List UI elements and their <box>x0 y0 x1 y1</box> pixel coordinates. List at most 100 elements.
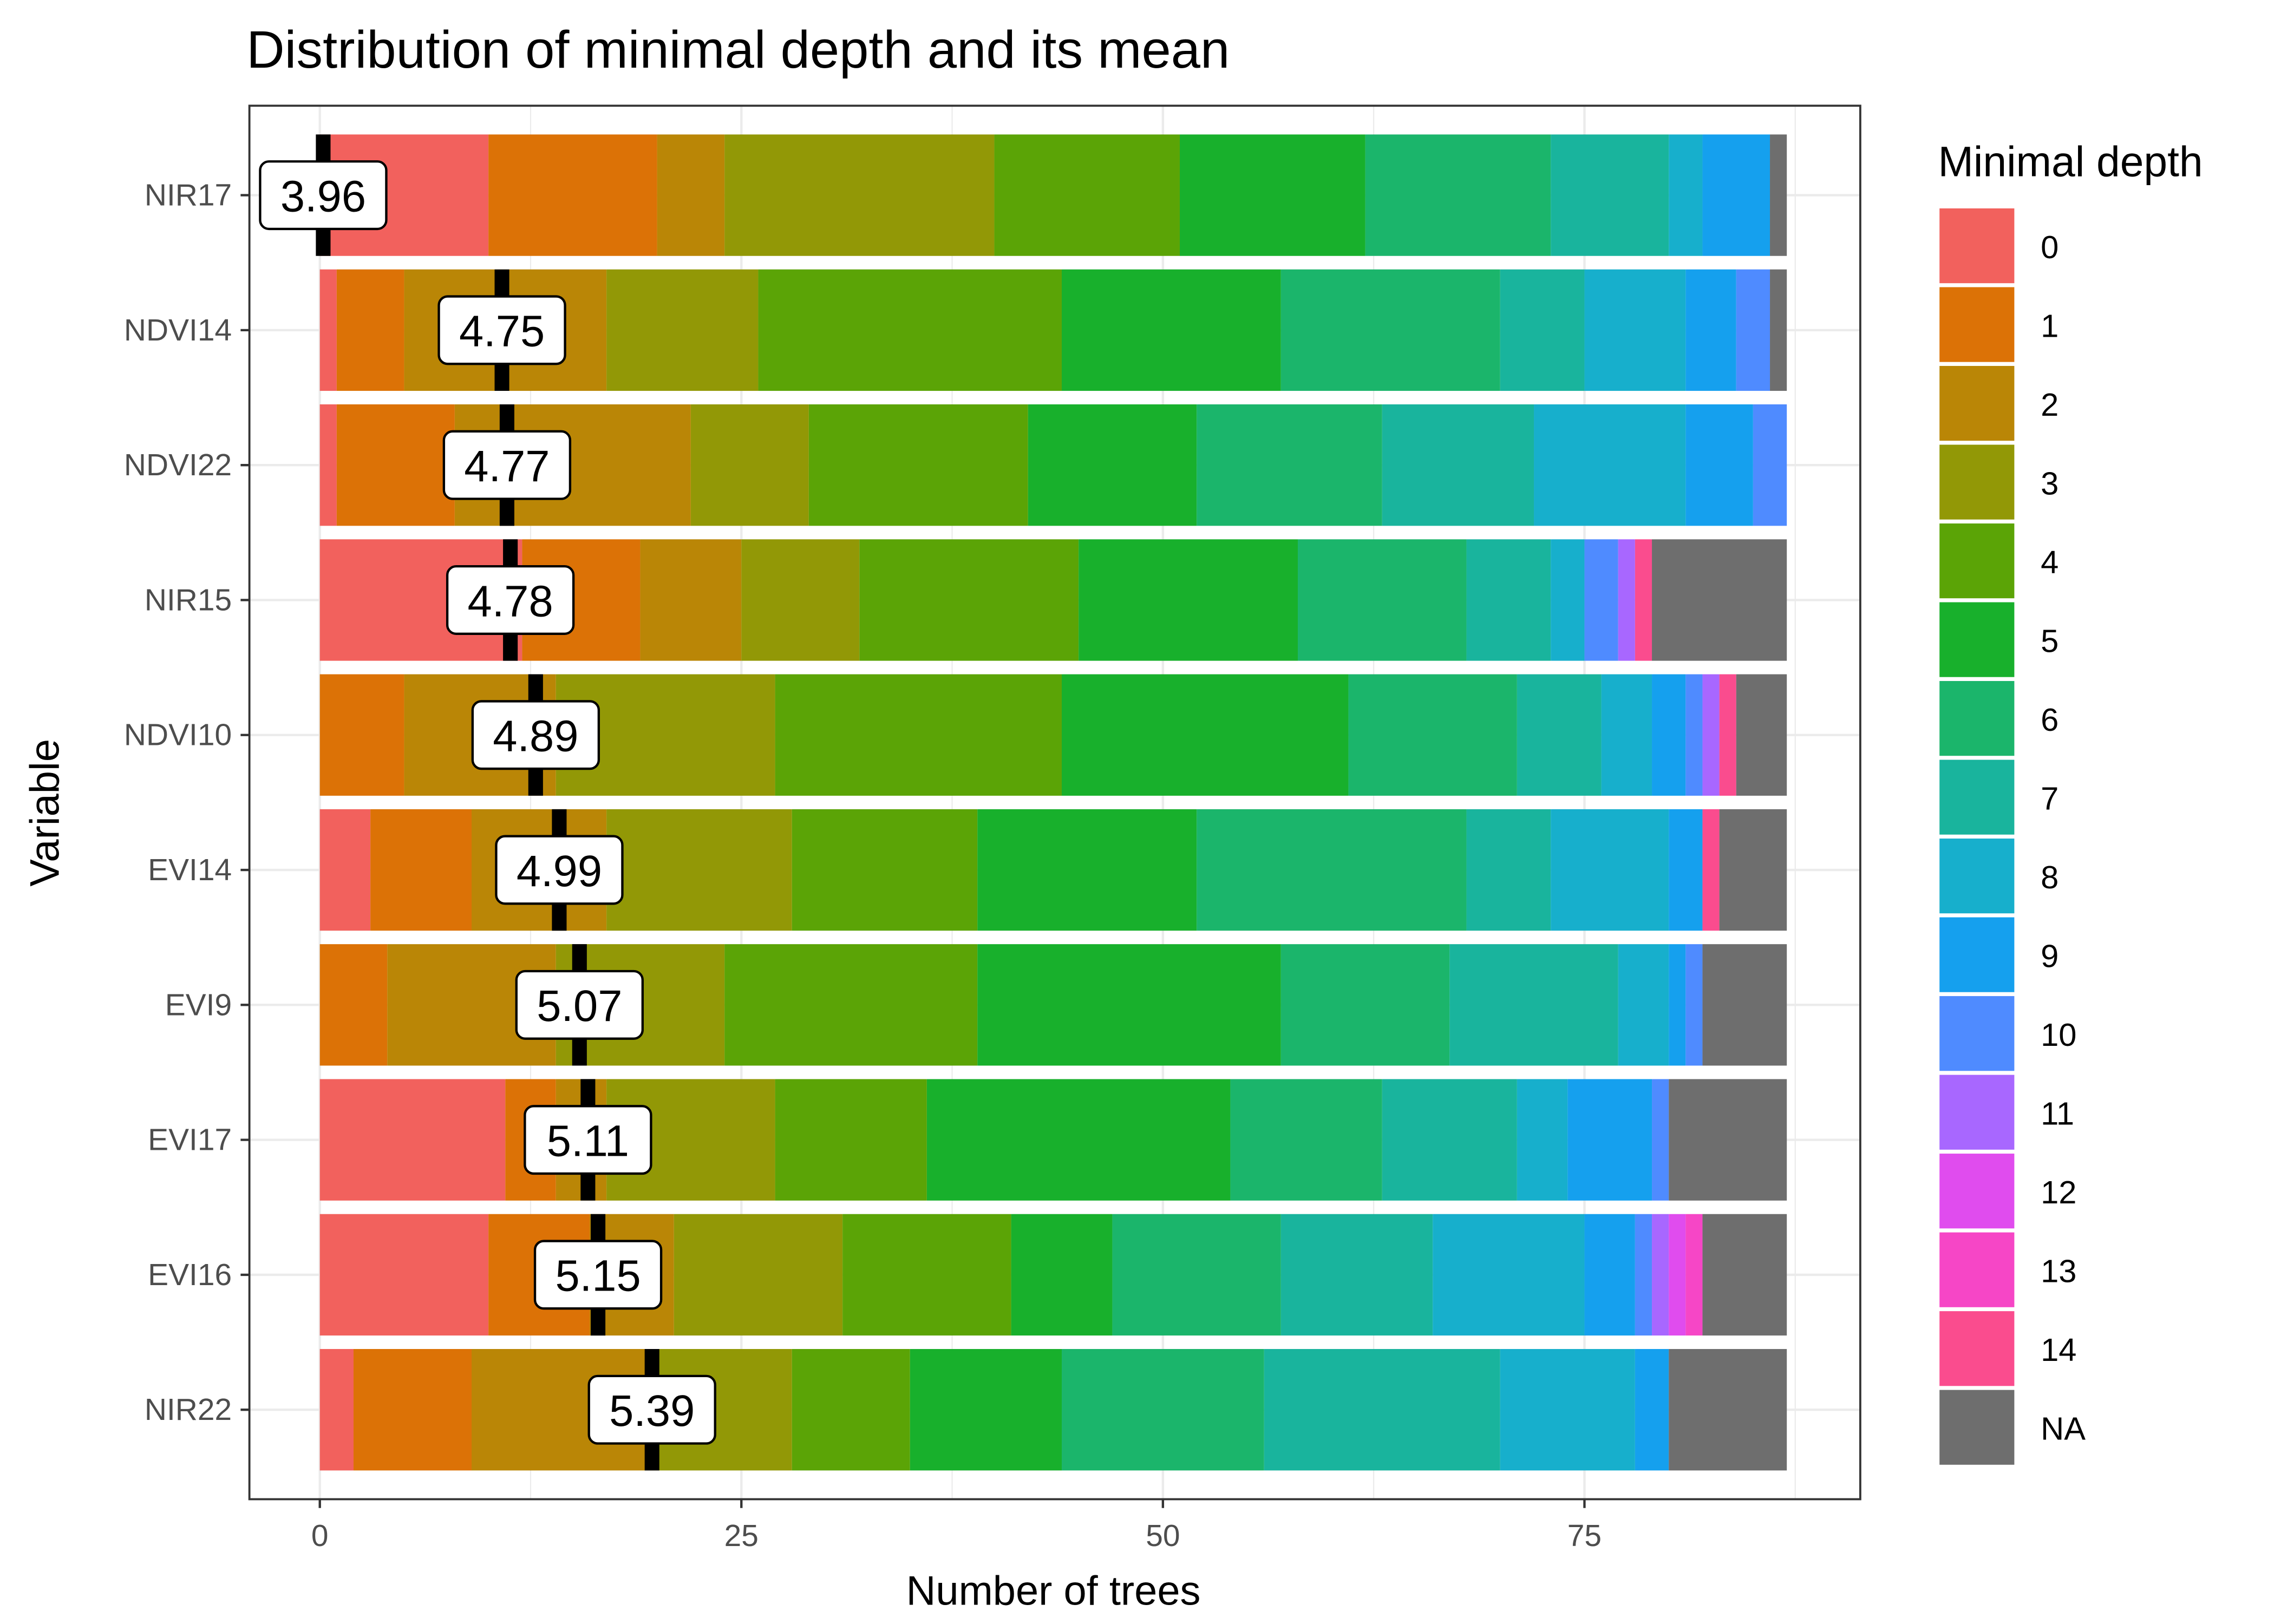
y-tick-label: EVI17 <box>148 1123 232 1157</box>
legend-swatch <box>1939 681 2015 756</box>
legend-label: 11 <box>2041 1096 2074 1132</box>
legend-item-na: NA <box>1939 1390 2086 1465</box>
bar-segment-depth-3 <box>741 539 860 661</box>
legend-label: 8 <box>2041 859 2059 895</box>
bar-segment-depth-5 <box>1062 674 1349 796</box>
bar-segment-depth-0 <box>319 404 337 526</box>
legend-label: 10 <box>2041 1017 2076 1053</box>
legend-label: NA <box>2041 1411 2086 1447</box>
chart-title: Distribution of minimal depth and its me… <box>246 20 1230 79</box>
legend-label: 3 <box>2041 466 2059 502</box>
mean-marker-evi16: 5.15 <box>533 1214 663 1336</box>
legend-item-3: 3 <box>1939 444 2059 520</box>
bar-segment-depth-0 <box>319 1349 354 1471</box>
y-tick-label: EVI14 <box>148 853 232 887</box>
bar-segment-depth-4 <box>994 134 1180 256</box>
mean-marker-ndvi14: 4.75 <box>437 269 566 391</box>
bar-segment-depth-4 <box>724 944 978 1066</box>
mean-label-box <box>495 835 624 905</box>
bar-segment-depth-8 <box>1618 944 1669 1066</box>
mean-marker-ndvi22: 4.77 <box>442 404 572 526</box>
legend-item-11: 11 <box>1939 1075 2074 1150</box>
y-tick-label: NIR15 <box>145 582 232 617</box>
bar-segment-depth-10 <box>1753 404 1787 526</box>
mean-label: 4.75 <box>459 307 545 356</box>
mean-label-box <box>446 565 575 635</box>
bar-segment-depth-na <box>1669 1349 1787 1471</box>
x-tick-label: 25 <box>724 1518 759 1553</box>
bar-segment-depth-2 <box>657 134 725 256</box>
bar-segment-depth-11 <box>1652 1214 1669 1336</box>
mean-label: 3.96 <box>280 172 366 221</box>
bar-segment-depth-1 <box>319 674 404 796</box>
bar-segment-depth-4 <box>792 809 978 931</box>
legend-swatch <box>1939 759 2015 835</box>
bar-segment-depth-4 <box>792 1349 910 1471</box>
bar-segment-depth-8 <box>1551 809 1669 931</box>
bar-segment-depth-7 <box>1449 944 1618 1066</box>
bar-segment-depth-10 <box>1685 674 1703 796</box>
bar-segment-depth-8 <box>1601 674 1652 796</box>
legend-label: 0 <box>2041 229 2059 265</box>
legend-label: 5 <box>2041 623 2059 659</box>
legend-swatch <box>1939 1390 2015 1465</box>
bar-segment-depth-8 <box>1534 404 1686 526</box>
bar-segment-depth-4 <box>842 1214 1011 1336</box>
y-tick-label: NIR17 <box>145 178 232 213</box>
legend-item-2: 2 <box>1939 365 2059 441</box>
mean-marker-ndvi10: 4.89 <box>471 674 600 796</box>
bar-segment-depth-9 <box>1635 1349 1669 1471</box>
bar-stack-nir17 <box>319 134 1787 256</box>
legend-swatch <box>1939 996 2015 1071</box>
bar-stack-ndvi22 <box>319 404 1787 526</box>
legend-swatch <box>1939 523 2015 599</box>
mean-label: 4.99 <box>517 847 602 896</box>
bar-segment-depth-na <box>1669 1079 1787 1201</box>
legend-swatch <box>1939 1232 2015 1307</box>
bar-segment-depth-na <box>1770 134 1787 256</box>
bar-segment-depth-6 <box>1197 404 1382 526</box>
mean-markers: 3.96 4.75 4.77 4.78 4.89 4.99 5.07 5.11 5.15 5.39 <box>259 134 716 1471</box>
y-tick-label: NIR22 <box>145 1392 232 1427</box>
bar-segment-depth-8 <box>1551 539 1585 661</box>
legend-item-10: 10 <box>1939 996 2076 1071</box>
bar-segment-depth-9 <box>1669 944 1686 1066</box>
mean-label-box <box>471 700 600 770</box>
bar-segment-depth-6 <box>1348 674 1517 796</box>
bar-segment-depth-0 <box>319 1214 489 1336</box>
legend-swatch <box>1939 1311 2015 1386</box>
bar-segment-depth-6 <box>1280 944 1450 1066</box>
legend-label: 13 <box>2041 1253 2076 1289</box>
legend-label: 12 <box>2041 1174 2076 1210</box>
bars <box>319 134 1787 1471</box>
bar-segment-depth-5 <box>926 1079 1231 1201</box>
legend-item-5: 5 <box>1939 602 2059 677</box>
mean-label-box <box>587 1374 716 1445</box>
legend-item-9: 9 <box>1939 917 2059 992</box>
bar-segment-depth-9 <box>1685 269 1736 391</box>
bar-segment-depth-7 <box>1500 269 1585 391</box>
legend-label: 1 <box>2041 308 2059 344</box>
mean-label: 4.78 <box>468 577 553 626</box>
mean-marker-nir15: 4.78 <box>446 539 575 661</box>
bar-segment-depth-14 <box>1635 539 1652 661</box>
bar-segment-depth-6 <box>1197 809 1467 931</box>
bar-segment-depth-0 <box>319 1079 506 1201</box>
legend-item-12: 12 <box>1939 1154 2076 1229</box>
bar-segment-depth-4 <box>808 404 1028 526</box>
x-axis-title: Number of trees <box>906 1568 1201 1614</box>
bar-segment-depth-9 <box>1567 1079 1652 1201</box>
bar-segment-depth-4 <box>775 1079 927 1201</box>
bar-segment-depth-9 <box>1702 134 1770 256</box>
legend-item-0: 0 <box>1939 208 2059 284</box>
y-tick-label: NDVI22 <box>124 448 232 482</box>
bar-segment-depth-na <box>1719 809 1787 931</box>
bar-segment-depth-10 <box>1685 944 1703 1066</box>
bar-segment-depth-6 <box>1298 539 1467 661</box>
bar-segment-depth-8 <box>1500 1349 1635 1471</box>
bar-segment-depth-3 <box>606 809 792 931</box>
bar-stack-nir22 <box>319 1349 1787 1471</box>
bar-segment-depth-10 <box>1584 539 1618 661</box>
